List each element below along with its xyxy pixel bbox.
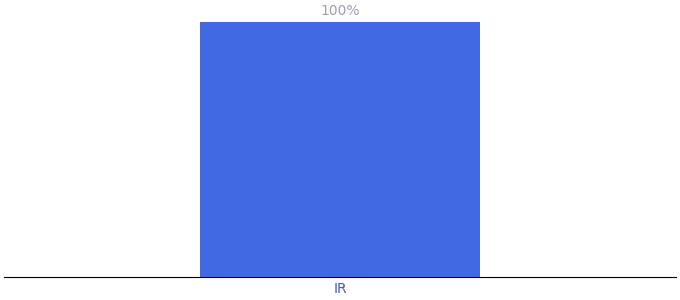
Text: 100%: 100% — [320, 4, 360, 18]
Bar — [200, 22, 480, 277]
